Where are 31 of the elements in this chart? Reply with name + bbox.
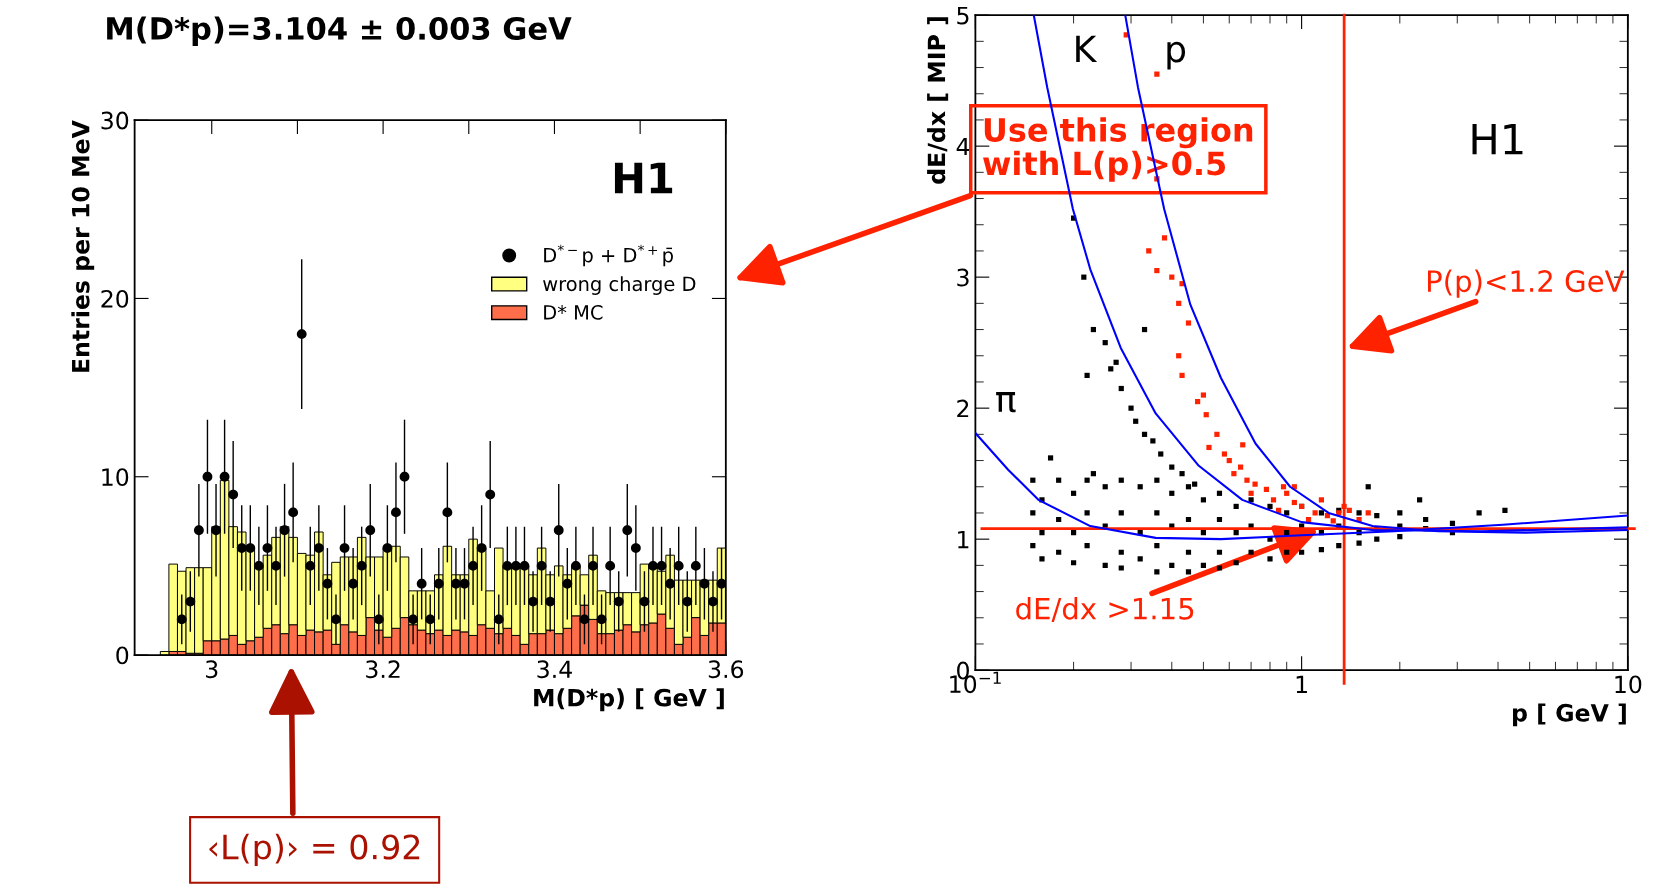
x-tick-label: 10	[1615, 675, 1642, 694]
y-tick-label: 20	[101, 289, 129, 308]
y-tick-label: 2	[957, 399, 969, 418]
y-tick-label: 1	[958, 530, 969, 549]
series-label: K	[1076, 35, 1098, 63]
y-tick-label: 10	[102, 468, 129, 487]
y-tick-label: 30	[101, 111, 129, 130]
ref-line-label: dE/dx >1.15	[1016, 597, 1194, 622]
x-tick-label: 3.2	[366, 660, 400, 679]
y-axis-title: dE/dx [ MIP ]	[927, 17, 949, 184]
text: ‹L(p)› = 0.92	[209, 833, 420, 867]
legend-label: D$^{*−}$p + D$^{*+}$p̄	[544, 244, 673, 267]
y-tick-label: 4	[956, 137, 970, 156]
series-label: p	[1167, 41, 1186, 70]
y-axis-title: Entries per 10 MeV	[71, 120, 95, 372]
legend-label: D* MC	[544, 305, 603, 320]
y-tick-label: 0	[116, 646, 129, 665]
annotation: H1	[1472, 123, 1523, 155]
legend-label: wrong charge D	[543, 276, 696, 295]
x-tick-label: 3	[206, 660, 218, 679]
x-tick-label: 3.4	[537, 660, 572, 679]
x-tick-label: 1	[1296, 675, 1307, 693]
annotation: H1	[614, 162, 673, 194]
x-axis-title: M(D*p) [ GeV ]	[534, 688, 724, 712]
x-axis-title: p [ GeV ]	[1513, 703, 1626, 727]
chart-title: M(D*p)=3.104 ± 0.003 GeV	[107, 16, 572, 46]
x-tick-label: 3.6	[708, 660, 744, 679]
ref-line-label: P(p)<1.2 GeV	[1427, 269, 1625, 298]
series-label: π	[996, 391, 1016, 413]
y-tick-label: 3	[957, 268, 969, 287]
y-tick-label: 5	[957, 6, 969, 25]
